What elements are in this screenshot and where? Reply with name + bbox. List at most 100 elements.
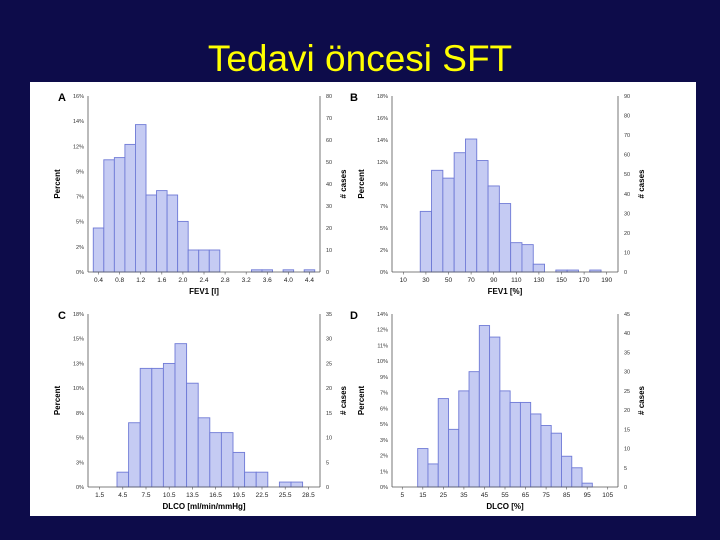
y2-axis-title: # cases [339,169,348,198]
x-tick-label: 10.5 [163,492,176,499]
y-tick-label: 10% [377,359,388,365]
histogram-bar [177,220,189,273]
histogram-bar [162,362,176,488]
histogram-bar [419,210,433,273]
y-tick-label: 2% [76,245,84,251]
x-tick-label: 0.4 [94,277,103,284]
x-tick-label: 2.0 [178,277,187,284]
histogram-bar [465,138,478,273]
x-tick-label: 55 [501,492,509,499]
histogram-bar [113,157,126,273]
histogram-bar [431,169,444,273]
histogram-bar [540,425,552,488]
y2-tick-label: 35 [326,312,332,318]
x-tick-label: 16.5 [209,492,222,499]
y-tick-label: 12% [377,160,388,166]
histogram-bar [278,481,292,488]
figure-panel: A 0% 2% 5% 7% 9% 12% 14% 16% 0 10 20 30 40 50 60 70 80 0.4… [30,82,696,516]
y-axis-title: Percent [357,385,366,415]
histogram-bar [458,390,470,488]
x-tick-label: 150 [556,277,567,284]
y2-tick-label: 10 [326,248,332,254]
histogram-bar [139,367,153,488]
histogram-bar [519,401,532,488]
x-tick-label: 110 [511,277,522,284]
y-tick-label: 12% [377,328,388,334]
x-tick-label: 95 [584,492,592,499]
histogram-bar [208,249,221,273]
x-tick-label: 25.5 [279,492,292,499]
histogram-bar [232,451,246,488]
x-tick-label: 50 [445,277,453,284]
y-tick-label: 11% [377,343,388,349]
panel-label: A [58,92,66,104]
histogram-panel-a: A 0% 2% 5% 7% 9% 12% 14% 16% 0 10 20 30 40 50 60 70 80 0.4… [53,92,348,296]
histogram-bar [151,367,164,488]
y2-tick-label: 10 [624,447,630,453]
y-tick-label: 1% [380,469,388,475]
y-tick-label: 2% [380,248,388,254]
y-tick-label: 7% [380,391,388,397]
y2-tick-label: 15 [624,427,630,433]
histogram-bar [448,428,460,488]
histogram-bar [209,432,222,488]
y-tick-label: 18% [377,94,388,100]
y-tick-label: 2% [380,454,388,460]
histogram-bar [116,471,130,488]
y2-tick-label: 70 [326,116,332,122]
y-tick-label: 5% [76,436,84,442]
y-tick-label: 18% [73,312,84,318]
y2-tick-label: 25 [326,361,332,367]
histogram-bar [510,242,523,273]
y-tick-label: 0% [76,270,84,276]
histogram-bar [124,143,136,273]
histogram-bar [532,263,546,273]
y2-tick-label: 5 [326,460,329,466]
slide-title: Tedavi öncesi SFT [207,38,513,79]
y2-tick-label: 50 [326,160,332,166]
histogram-bar [174,343,188,488]
panel-label: B [350,92,358,104]
histogram-bar [530,413,542,488]
y2-tick-label: 5 [624,466,627,472]
y2-tick-label: 25 [624,389,630,395]
histogram-bar [417,448,429,488]
x-tick-label: 35 [460,492,468,499]
y-tick-label: 9% [380,375,388,381]
x-tick-label: 7.5 [141,492,150,499]
y-axis-title: Percent [53,169,62,199]
x-tick-label: 105 [602,492,613,499]
histogram-bar [476,160,489,273]
y2-tick-label: 0 [624,270,627,276]
histogram-bar [581,482,593,488]
y-axis-title: Percent [357,169,366,199]
x-tick-label: 2.8 [221,277,230,284]
y2-tick-label: 20 [624,408,630,414]
x-tick-label: 5 [400,492,404,499]
x-tick-label: 30 [422,277,430,284]
y2-axis-title: # cases [637,385,646,414]
histogram-panel-d: D 0% 1% 2% 3% 5% 6% 7% 9% 10% 11% 12% 14% 0 5 10 15 20 25 3… [350,310,646,511]
y-tick-label: 8% [76,411,84,417]
histogram-bar [489,336,501,488]
histogram-bar [453,152,466,273]
histogram-bar [128,422,141,488]
histogram-bar [550,432,562,488]
x-tick-label: 45 [481,492,489,499]
histogram-bar [498,203,512,273]
x-axis-title: DLCO [ml/min/mmHg] [162,502,245,511]
histogram-bar [244,471,257,488]
y-tick-label: 7% [380,204,388,210]
histogram-bar [290,481,304,488]
y-tick-label: 0% [380,485,388,491]
y2-tick-label: 80 [326,94,332,100]
x-tick-label: 15 [419,492,427,499]
y-tick-label: 14% [377,312,388,318]
x-tick-label: 4.0 [284,277,293,284]
histogram-bar [145,194,157,273]
y2-tick-label: 0 [326,270,329,276]
x-tick-label: 70 [467,277,475,284]
histogram-figure: A0%2%5%7%9%12%14%16%010203040506070800.4… [53,92,646,511]
x-tick-label: 1.2 [136,277,145,284]
